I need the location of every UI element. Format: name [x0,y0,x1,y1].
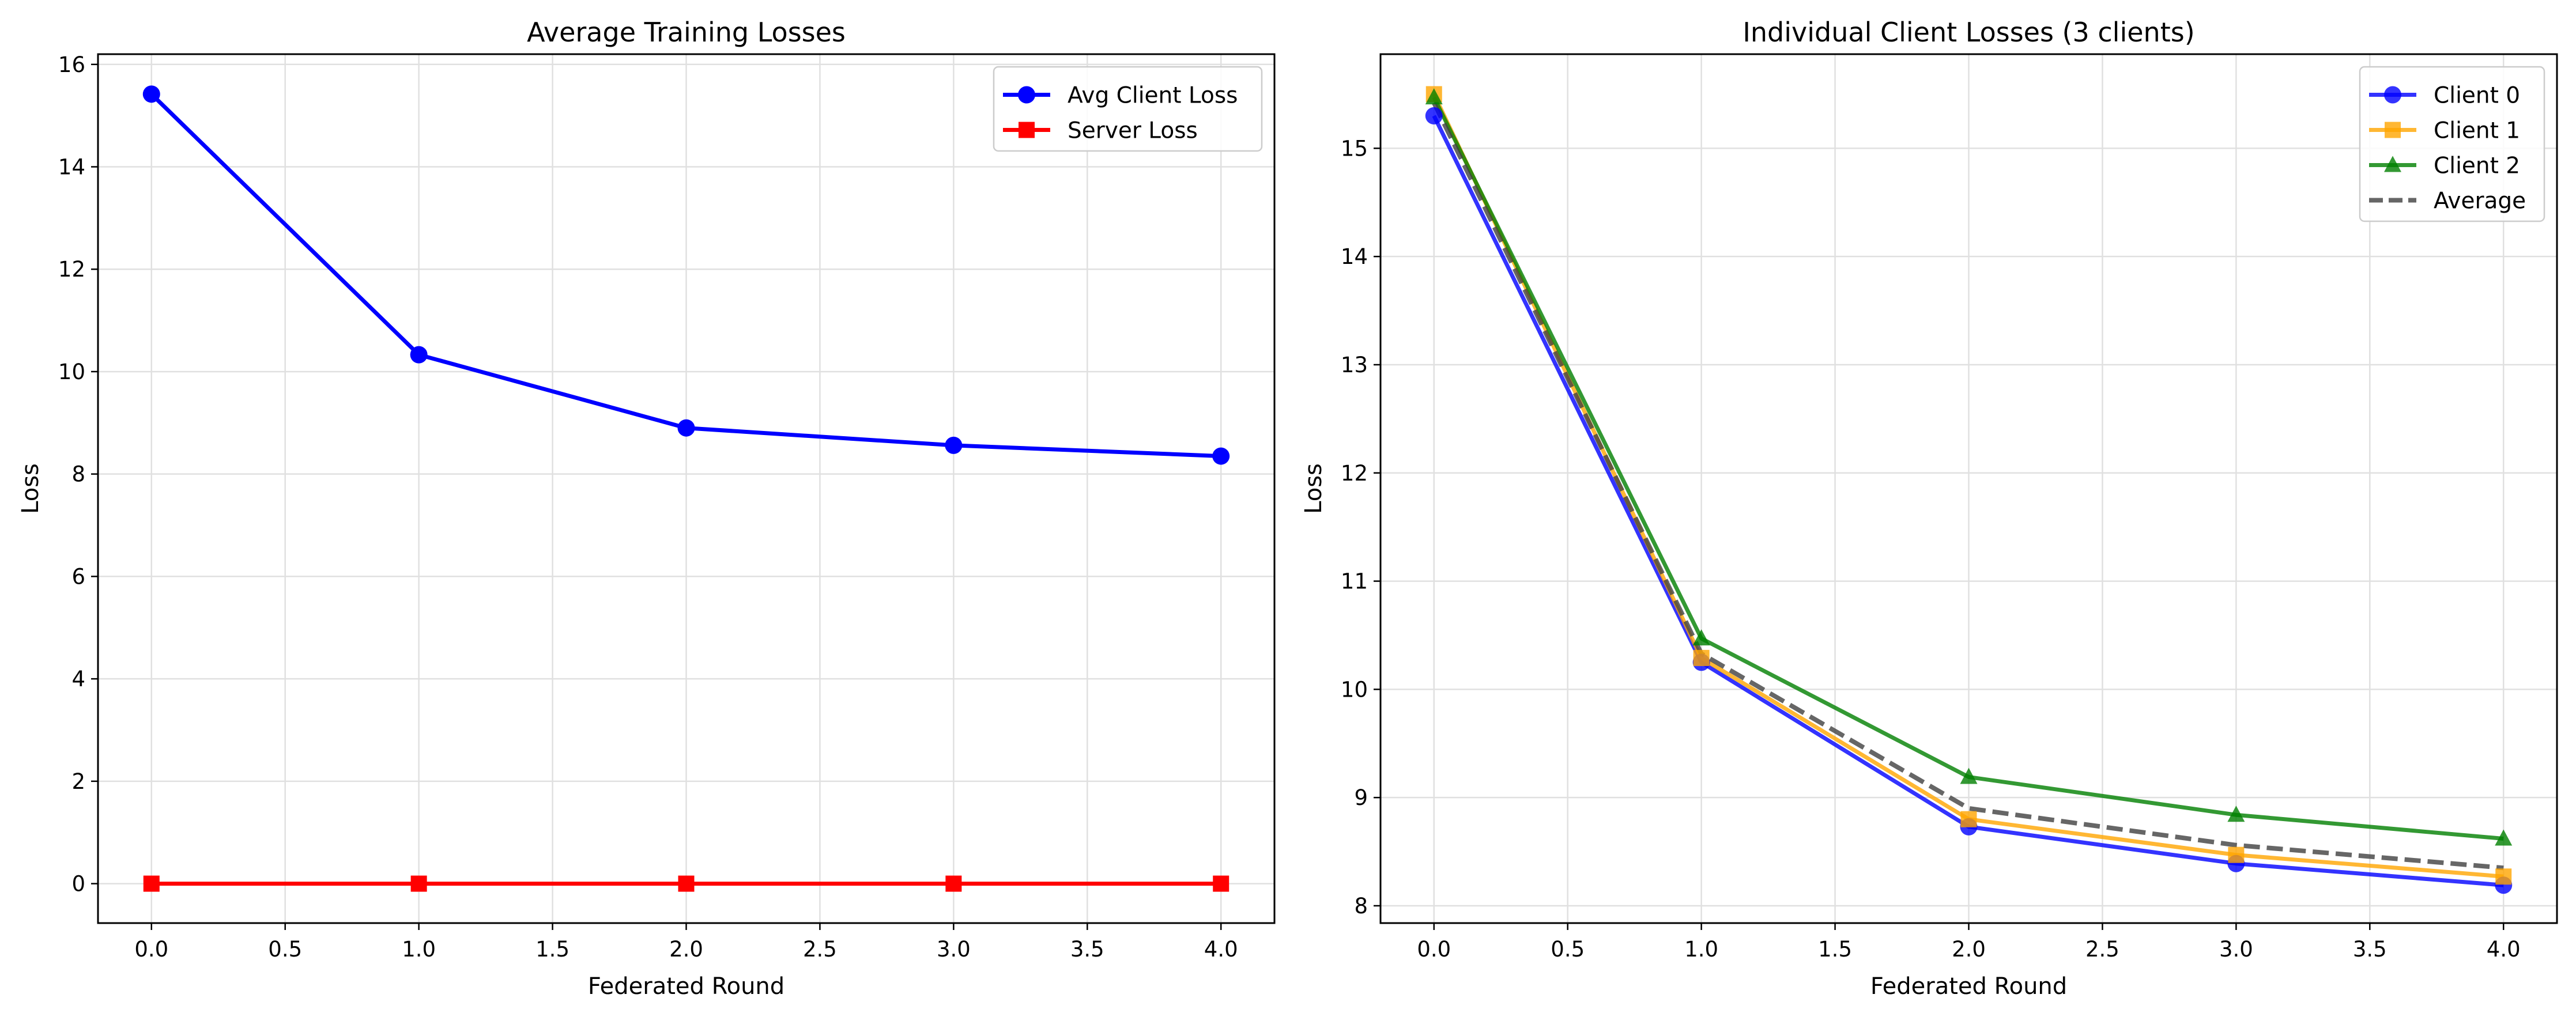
series-0-point-2 [677,419,695,437]
x-tick-label-5: 2.5 [803,937,837,962]
x-tick-label-7: 3.5 [2353,937,2387,962]
y-tick-label-2: 10 [1341,677,1368,702]
x-tick-label-2: 1.0 [402,937,436,962]
series-0-point-0 [142,85,160,103]
legend-label-1: Client 1 [2434,118,2520,144]
chart-title: Individual Client Losses (3 clients) [1743,17,2194,48]
legend-label-0: Avg Client Loss [1068,83,1238,109]
legend-marker-0 [2384,86,2401,104]
y-tick-label-3: 6 [71,564,85,589]
x-tick-label-3: 1.5 [535,937,569,962]
legend-label-3: Average [2434,188,2526,214]
x-tick-label-8: 4.0 [1204,937,1238,962]
y-tick-label-0: 8 [1354,894,1368,918]
y-tick-label-5: 10 [58,360,85,384]
x-tick-label-0: 0.0 [134,937,168,962]
series-2-point-0 [1425,88,1443,105]
y-tick-label-5: 13 [1341,353,1368,377]
legend-label-2: Client 2 [2434,153,2520,179]
chart-1: 0.0 0.5 1.0 1.5 2.0 2.5 3.0 3.5 4.0 8 9 10 11 12 13 14 1… [1300,17,2558,1000]
x-tick-label-1: 0.5 [268,937,302,962]
x-tick-label-1: 0.5 [1551,937,1585,962]
series-1-point-1 [410,875,427,892]
y-tick-label-6: 12 [58,257,85,282]
x-axis-label: Federated Round [588,973,785,1000]
y-tick-label-2: 4 [71,667,85,691]
series-1-point-4 [1213,875,1229,892]
legend-marker-2 [2384,156,2401,172]
y-tick-label-8: 16 [58,52,85,77]
chart-0: 0.0 0.5 1.0 1.5 2.0 2.5 3.0 3.5 4.0 0 2 4 6 8 10 12 14 16… [17,17,1276,1000]
y-axis-label: Loss [17,463,44,514]
y-tick-label-6: 14 [1341,244,1368,269]
series-0-point-0 [1425,107,1443,125]
x-tick-label-2: 1.0 [1684,937,1718,962]
y-tick-label-1: 2 [71,769,85,794]
series-1-point-4 [2495,868,2512,885]
legend-label-1: Server Loss [1068,118,1198,144]
y-tick-label-0: 0 [71,872,85,897]
series-1-point-3 [2228,846,2245,863]
series-1-point-1 [1693,649,1710,666]
x-tick-label-4: 2.0 [669,937,703,962]
y-tick-label-7: 14 [58,154,85,179]
legend: Client 0 Client 1 Client 2 Average [2359,66,2545,222]
series-2-point-2 [1960,768,1978,784]
x-axis-label: Federated Round [1870,973,2067,1000]
series-1-point-2 [678,875,695,892]
y-tick-label-4: 8 [71,462,85,487]
legend: Avg Client Loss Server Loss [993,66,1263,152]
series-1-point-3 [945,875,962,892]
series-0-point-3 [945,436,963,454]
y-tick-label-4: 12 [1341,461,1368,486]
legend-marker-1 [2385,122,2401,138]
series-line-3 [1432,101,2504,871]
series-2-point-4 [2495,829,2513,846]
x-tick-label-4: 2.0 [1952,937,1986,962]
series-1-point-0 [143,875,160,892]
x-tick-label-5: 2.5 [2085,937,2119,962]
x-tick-label-6: 3.0 [2219,937,2253,962]
series-2-point-3 [2227,806,2245,822]
y-tick-label-7: 15 [1341,136,1368,161]
y-tick-label-1: 9 [1354,785,1368,810]
x-tick-label-8: 4.0 [2487,937,2521,962]
series-2-point-1 [1692,629,1710,646]
x-tick-label-7: 3.5 [1070,937,1104,962]
legend-box [2359,66,2545,222]
y-axis-label: Loss [1300,463,1327,514]
series-0-point-1 [410,346,428,364]
chart-title: Average Training Losses [527,17,846,48]
series-0-point-4 [1212,447,1230,465]
legend-label-0: Client 0 [2434,83,2520,109]
legend-marker-0 [1018,86,1035,104]
x-tick-label-6: 3.0 [937,937,971,962]
x-tick-label-3: 1.5 [1818,937,1852,962]
series-1-point-2 [1960,811,1977,827]
legend-marker-1 [1019,122,1035,138]
legend-box [993,66,1263,152]
x-tick-label-0: 0.0 [1417,937,1451,962]
y-tick-label-3: 11 [1341,569,1368,594]
